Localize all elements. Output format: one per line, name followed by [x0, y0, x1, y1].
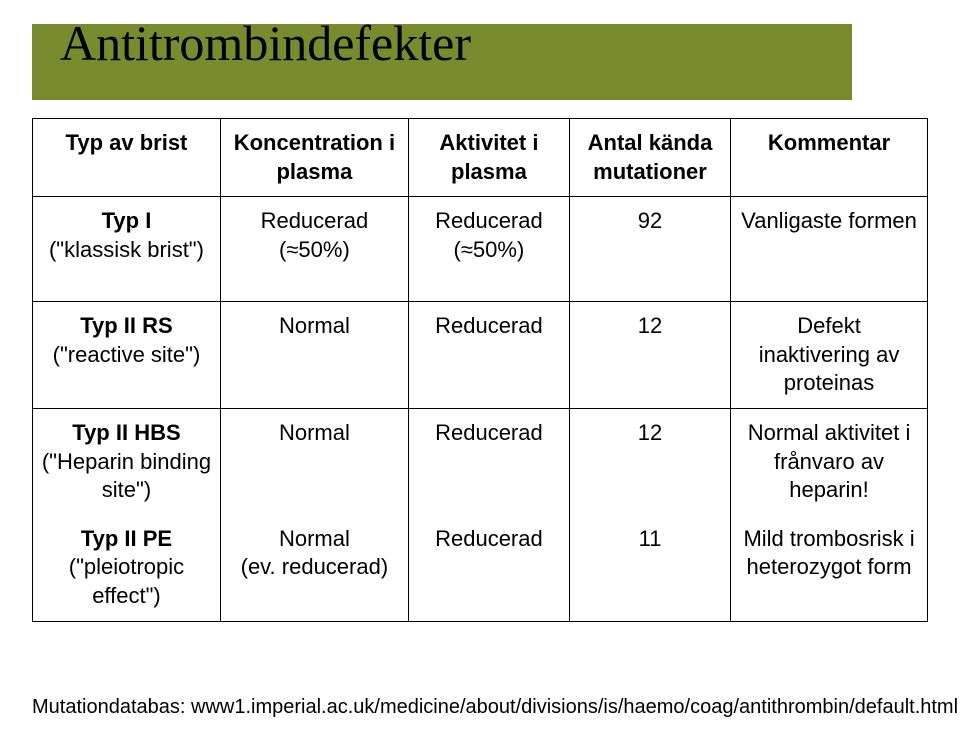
table-header-row: Typ av brist Koncentration i plasma Akti…: [33, 119, 928, 197]
cell-com: Defekt inaktivering av proteinas: [731, 302, 928, 409]
cell-type: Typ II PE ("pleiotropic effect"): [33, 515, 221, 621]
conc-main: Normal: [279, 420, 350, 445]
cell-act: Reducerad: [408, 408, 569, 514]
footer-citation: Mutationdatabas: www1.imperial.ac.uk/med…: [32, 696, 958, 719]
act-sub: (≈50%): [417, 236, 561, 265]
act-main: Reducerad: [435, 208, 543, 233]
header-act: Aktivitet i plasma: [408, 119, 569, 197]
defects-table: Typ av brist Koncentration i plasma Akti…: [32, 118, 928, 622]
header-mut: Antal kända mutationer: [569, 119, 730, 197]
cell-conc: Normal: [220, 302, 408, 409]
cell-type: Typ I ("klassisk brist"): [33, 197, 221, 302]
act-main: Reducerad: [435, 420, 543, 445]
table-row: Typ II PE ("pleiotropic effect") Normal …: [33, 515, 928, 621]
type-sub: ("reactive site"): [41, 341, 212, 370]
conc-sub: (≈50%): [229, 236, 400, 265]
cell-type: Typ II RS ("reactive site"): [33, 302, 221, 409]
conc-main: Normal: [279, 526, 350, 551]
cell-conc: Normal: [220, 408, 408, 514]
type-main: Typ I: [102, 208, 152, 233]
cell-mut: 92: [569, 197, 730, 302]
cell-mut: 12: [569, 302, 730, 409]
type-sub: ("pleiotropic effect"): [41, 553, 212, 610]
type-main: Typ II HBS: [72, 420, 180, 445]
table-row: Typ I ("klassisk brist") Reducerad (≈50%…: [33, 197, 928, 302]
header-conc: Koncentration i plasma: [220, 119, 408, 197]
act-main: Reducerad: [435, 526, 543, 551]
conc-main: Normal: [279, 313, 350, 338]
cell-mut: 12: [569, 408, 730, 514]
type-main: Typ II RS: [80, 313, 173, 338]
cell-conc: Normal (ev. reducerad): [220, 515, 408, 621]
cell-com: Vanligaste formen: [731, 197, 928, 302]
header-type: Typ av brist: [33, 119, 221, 197]
table-row: Typ II RS ("reactive site") Normal Reduc…: [33, 302, 928, 409]
type-sub: ("klassisk brist"): [41, 236, 212, 265]
slide-title: Antitrombindefekter: [60, 14, 471, 72]
cell-act: Reducerad: [408, 515, 569, 621]
cell-act: Reducerad: [408, 302, 569, 409]
cell-mut: 11: [569, 515, 730, 621]
cell-com: Normal aktivitet i frånvaro av heparin!: [731, 408, 928, 514]
cell-conc: Reducerad (≈50%): [220, 197, 408, 302]
cell-act: Reducerad (≈50%): [408, 197, 569, 302]
type-main: Typ II PE: [81, 526, 172, 551]
table-row: Typ II HBS ("Heparin binding site") Norm…: [33, 408, 928, 514]
act-main: Reducerad: [435, 313, 543, 338]
conc-main: Reducerad: [261, 208, 369, 233]
header-com: Kommentar: [731, 119, 928, 197]
cell-com: Mild trombosrisk i heterozygot form: [731, 515, 928, 621]
cell-type: Typ II HBS ("Heparin binding site"): [33, 408, 221, 514]
type-sub: ("Heparin binding site"): [41, 448, 212, 505]
conc-sub: (ev. reducerad): [229, 553, 400, 582]
